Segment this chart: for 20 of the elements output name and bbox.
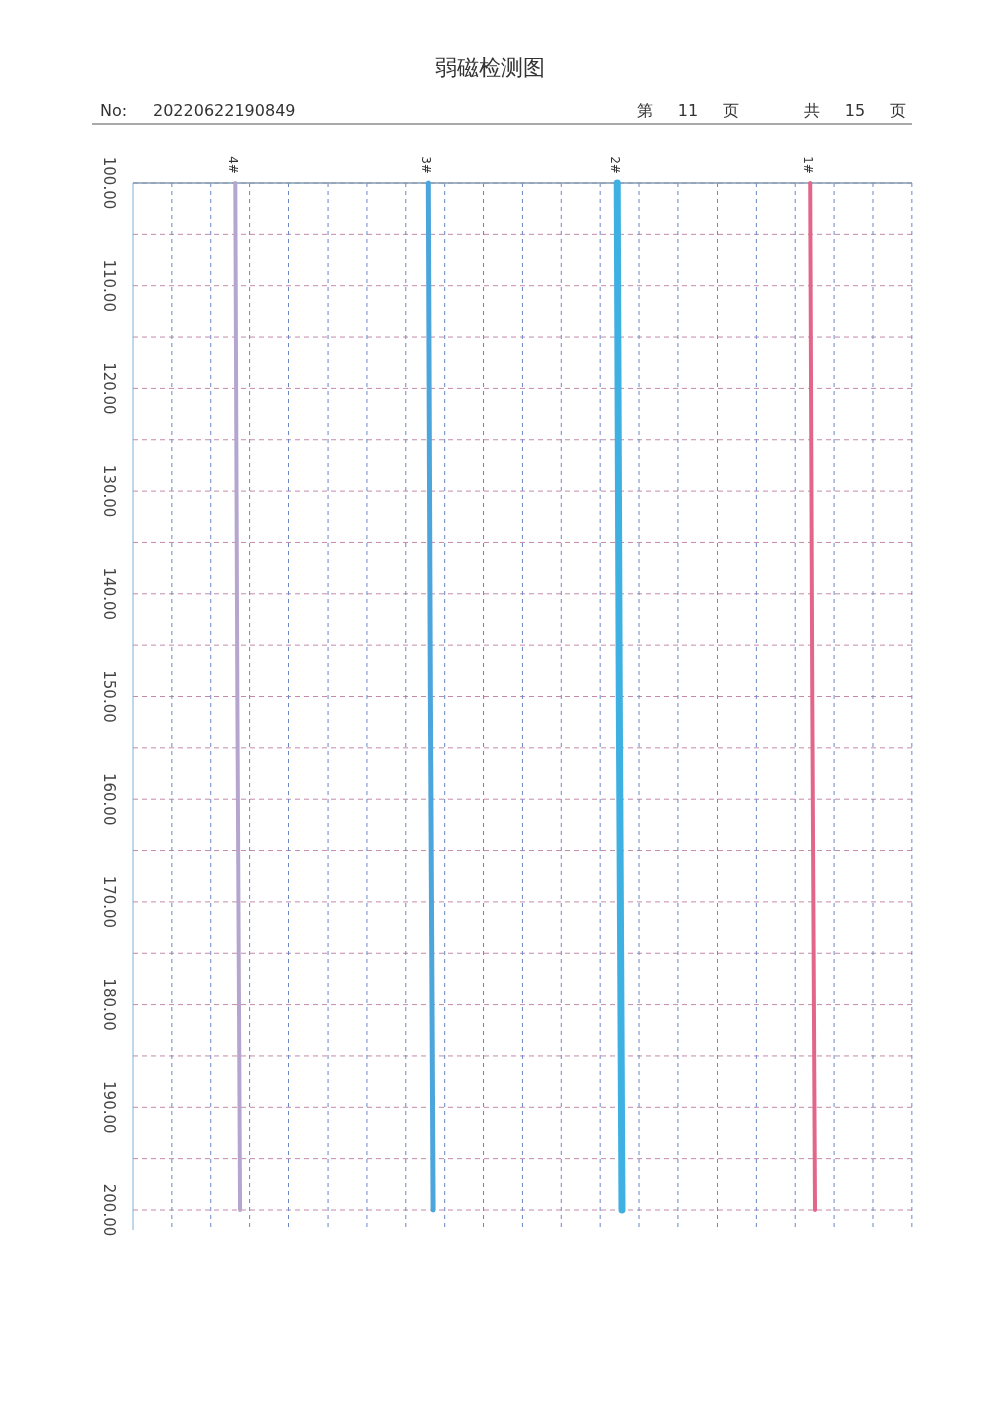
text: 共 15 页 [803, 101, 907, 120]
y-tick-label: 130.00 [100, 464, 118, 518]
y-tick-label: 100.00 [100, 156, 118, 210]
y-tick-label: 190.00 [100, 1081, 118, 1134]
y-tick-label: 150.00 [100, 670, 118, 723]
y-tick-label: 140.00 [100, 567, 118, 621]
chart-title: 弱磁检测图 [435, 55, 545, 80]
y-tick-label: 180.00 [100, 978, 118, 1031]
text: 3# [419, 156, 434, 174]
text: 1# [801, 156, 816, 174]
text: No: [100, 101, 128, 120]
y-tick-label: 110.00 [100, 259, 118, 312]
text: 4# [226, 156, 241, 174]
text: 第 11 页 [636, 101, 740, 120]
y-tick-label: 200.00 [100, 1183, 118, 1237]
text: 2# [608, 156, 623, 174]
y-tick-label: 160.00 [100, 772, 118, 826]
y-tick-label: 120.00 [100, 362, 118, 415]
y-tick-label: 170.00 [100, 875, 118, 929]
text: 20220622190849 [153, 101, 296, 120]
